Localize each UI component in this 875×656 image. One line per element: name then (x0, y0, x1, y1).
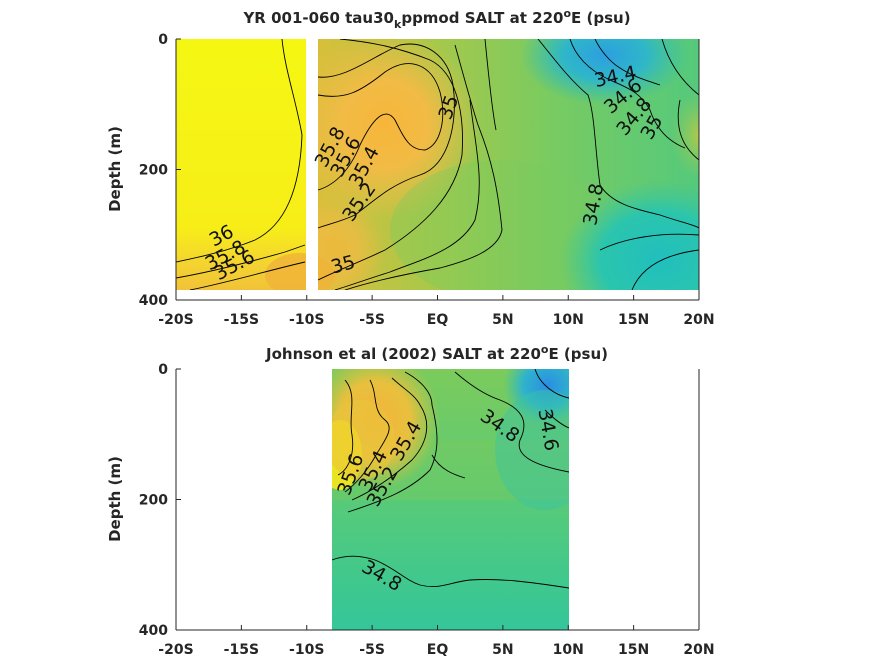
top-orange-core (290, 39, 480, 220)
top-contours (176, 39, 699, 290)
top-x-tick-label: -15S (224, 312, 259, 328)
top-contour-36 (176, 39, 303, 263)
bottom-contour-35-b (431, 454, 466, 479)
bottom-axes: -20S -15S -10S -5S EQ 5N 10N 15N 20N 0 200 400 (139, 362, 715, 656)
bottom-x-tick-label: -10S (289, 642, 324, 656)
bottom-contour-35.2 (351, 377, 428, 501)
bottom-blue-north (503, 369, 569, 425)
top-y-tick-label: 0 (158, 32, 168, 48)
top-green-mid (390, 160, 610, 290)
top-yellowgreen-edge (670, 90, 699, 180)
bottom-y-axis-label: Depth (m) (106, 456, 124, 542)
top-x-tick-label: 15N (618, 312, 649, 328)
bottom-x-tick-label: 5N (492, 642, 513, 656)
top-x-tick-label: 20N (683, 312, 714, 328)
bottom-contour-35.6 (337, 379, 354, 476)
top-contour-35.8-west (176, 244, 306, 279)
top-x-tick-label: -5S (359, 312, 385, 328)
top-y-tick-label: 200 (139, 163, 168, 179)
bottom-yellow-mid (332, 400, 395, 480)
top-axes: -20S -15S -10S -5S EQ 5N 10N 15N 20N 0 200 400 (139, 32, 715, 328)
bottom-x-tick-label: -20S (158, 642, 193, 656)
bottom-contour-35-a (347, 371, 438, 513)
top-blue-north (520, 39, 690, 105)
top-salinity-field (176, 39, 699, 290)
bottom-panel: Johnson et al (2002) SALT at 220oE (psu) (106, 343, 715, 656)
top-contour-35-b (484, 39, 497, 131)
top-contour-labels: 3635.835.635.835.635.435.2353534.834.434… (202, 62, 668, 285)
top-contour-35.8 (317, 63, 444, 191)
top-contour-35.2 (334, 99, 480, 290)
bottom-contour-34.8-top (454, 371, 569, 473)
top-x-tick-label: 10N (553, 312, 584, 328)
bottom-x-tick-label: 15N (618, 642, 649, 656)
top-contour-34.4 (594, 39, 661, 86)
top-contour-35-a (344, 44, 503, 290)
bottom-x-tick-label: 10N (553, 642, 584, 656)
top-field-west (176, 39, 306, 290)
bottom-y-tick-label: 400 (139, 623, 168, 639)
top-contour-35-r (677, 99, 699, 161)
bottom-x-tick-label: EQ (427, 642, 449, 656)
bottom-teal-north (495, 390, 569, 510)
bottom-contours (332, 369, 569, 589)
top-contour-35.6-west (189, 261, 306, 290)
top-x-tick-label: -10S (289, 312, 324, 328)
bottom-contour-34.8-low (332, 555, 569, 589)
bottom-chart-title: Johnson et al (2002) SALT at 220oE (psu) (265, 343, 608, 363)
top-contour-35.6 (317, 43, 455, 229)
top-contour-34.6-low (631, 249, 699, 290)
bottom-contour-34.6 (534, 369, 569, 399)
top-contour-34.6-r (661, 39, 699, 96)
top-x-tick-label: EQ (427, 312, 449, 328)
top-y-axis-label: Depth (m) (106, 126, 124, 212)
bottom-x-tick-label: 20N (683, 642, 714, 656)
bottom-x-tick-label: -15S (224, 642, 259, 656)
top-panel: YR 001-060 tau30kppmod SALT at 220oE (ps… (106, 7, 715, 328)
top-chart-title: YR 001-060 tau30kppmod SALT at 220oE (ps… (242, 7, 630, 31)
top-x-tick-label: 5N (492, 312, 513, 328)
bottom-contour-35.4 (344, 379, 390, 493)
bottom-salinity-field (332, 369, 569, 630)
bottom-y-tick-label: 0 (158, 362, 168, 378)
top-contour-35.4 (317, 39, 463, 281)
top-west-orange (265, 253, 335, 290)
top-missing-gap (306, 39, 318, 290)
top-teal-north (560, 180, 699, 290)
bottom-y-tick-label: 200 (139, 493, 168, 509)
bottom-x-tick-label: -5S (359, 642, 385, 656)
top-y-tick-label: 400 (139, 293, 168, 309)
top-contour-34.8-b (599, 233, 699, 251)
top-x-tick-label: -20S (158, 312, 193, 328)
top-contour-34.6 (569, 39, 686, 149)
top-contour-34.8 (537, 39, 699, 229)
bottom-contour-34.6-b (544, 409, 569, 429)
